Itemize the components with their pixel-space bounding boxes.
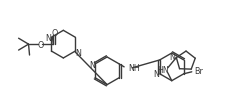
- Text: O: O: [37, 40, 44, 49]
- Text: O: O: [51, 29, 57, 37]
- Text: N: N: [45, 33, 51, 42]
- Text: N: N: [152, 70, 158, 79]
- Text: NH: NH: [128, 64, 139, 73]
- Text: HN: HN: [156, 66, 168, 75]
- Text: N: N: [75, 48, 81, 57]
- Text: N: N: [168, 53, 174, 62]
- Text: N: N: [89, 61, 95, 70]
- Text: Br: Br: [194, 67, 202, 76]
